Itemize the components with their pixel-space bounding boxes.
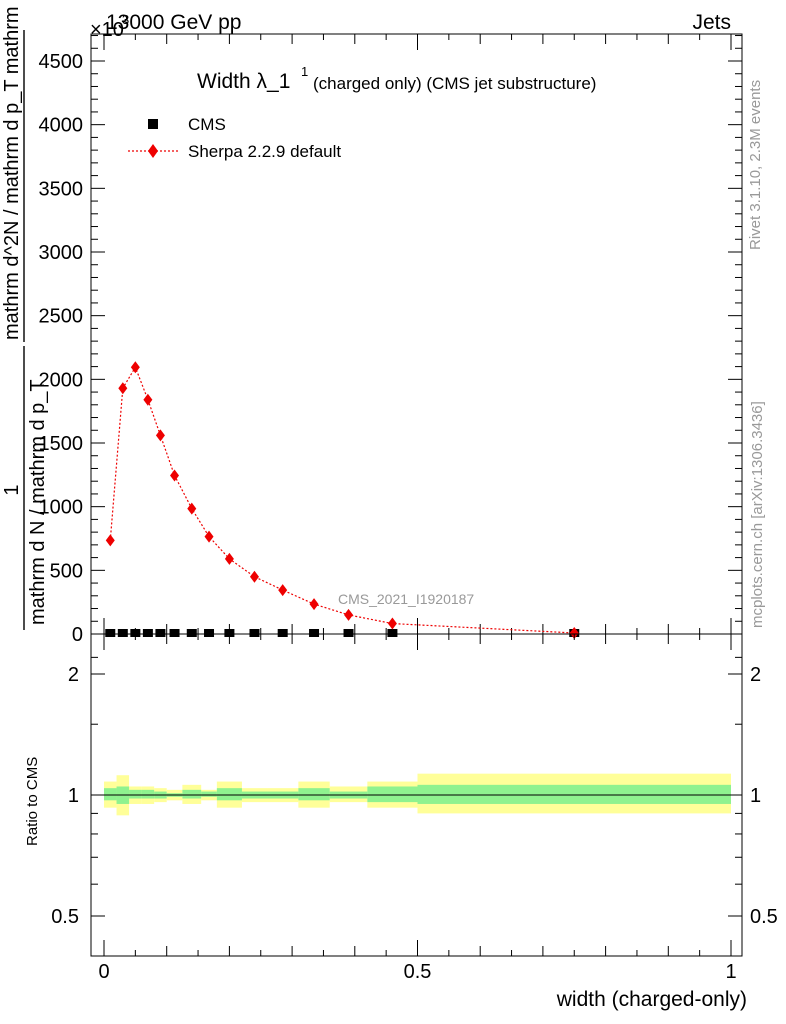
sherpa-data-point [249,570,259,583]
title-suffix: (charged only) (CMS jet substructure) [313,74,596,93]
sherpa-data-point [130,361,140,374]
y-exponent-power: 3 [122,12,129,27]
ylabel-numerator: 1 [1,484,23,495]
main-x-ticks [103,34,732,634]
watermark: CMS_2021_I1920187 [338,591,474,607]
legend-label-sherpa: Sherpa 2.2.9 default [188,142,341,161]
x-tick-label: 0.5 [404,961,432,983]
ratio-inner-band [298,788,330,801]
ylabel-numerator-2: mathrm d^2N / mathrm d p_T mathrm d lamb… [1,0,23,340]
mcplots-label: mcplots.cern.ch [arXiv:1306.3436] [749,401,766,628]
sherpa-data-point [344,608,354,621]
main-series [105,361,580,639]
sherpa-data-point [309,598,319,611]
cms-data-point [186,629,197,637]
legend-marker-sherpa [148,144,158,158]
x-tick-label: 0 [98,961,109,983]
sherpa-data-point [105,534,115,547]
main-y-tick-label: 4000 [39,115,84,137]
sherpa-line [109,365,575,634]
main-y-tick-label: 2500 [39,306,84,328]
sherpa-data-point [170,469,180,482]
legend-marker-cms [148,119,158,129]
rivet-label: Rivet 3.1.10, 2.3M events [747,80,764,250]
main-ylabel: 1 mathrm d N / mathrm d p_T mathrm d^2N … [1,0,49,630]
title-main: Width λ_1 [197,70,290,93]
sherpa-data-point [143,393,153,406]
sherpa-data-point [187,502,197,515]
header-right: Jets [692,11,731,34]
ratio-y-ticks: 0.5 0.5 1 1 2 2 [51,656,778,928]
sherpa-data-point [278,584,288,597]
sherpa-data-point [387,617,397,630]
main-y-tick-label: 3500 [39,178,84,200]
ratio-y-tick-label-right: 2 [750,664,761,686]
ratio-inner-band [182,789,202,799]
main-y-tick-label: 500 [50,560,83,582]
main-y-tick-label: 3000 [39,242,84,264]
ratio-y-tick-label: 1 [68,785,79,807]
ratio-ylabel: Ratio to CMS [24,757,41,846]
cms-data-point [155,629,166,637]
sherpa-data-point [118,382,128,395]
sherpa-data-point [204,530,214,543]
main-y-ticks: 0 500 1000 1500 2000 2500 3000 3500 4000 4500 [39,35,742,646]
ratio-inner-band [141,789,155,799]
main-y-tick-label: 4500 [39,51,84,73]
legend-label-cms: CMS [188,115,226,134]
main-y-tick-label: 1500 [39,433,84,455]
cms-data-point [224,629,235,637]
legend: CMS Sherpa 2.2.9 default [128,115,341,161]
ratio-y-tick-label: 0.5 [51,906,79,928]
ratio-inner-band [201,791,217,797]
x-axis-label: width (charged-only) [556,988,747,1011]
main-y-tick-label: 0 [72,624,83,646]
cms-data-point [142,629,153,637]
y-exponent: ×10 3 [90,12,129,41]
cms-data-point [309,629,320,637]
sherpa-data-point [569,626,579,639]
cms-data-point [343,629,354,637]
cms-data-point [117,629,128,637]
title-sup: 1 [301,64,308,79]
sherpa-data-point [224,552,234,565]
x-tick-label: 1 [725,961,736,983]
ratio-y-tick-label-right: 0.5 [750,906,778,928]
ratio-x-ticks: 0 0.5 1 [98,634,737,983]
ratio-inner-band [367,786,418,803]
ratio-inner-band [216,788,242,801]
ratio-inner-band [417,784,731,804]
ratio-inner-band [129,789,142,799]
cms-data-point [204,629,215,637]
cms-data-point [105,629,116,637]
plot-title: Width λ_1 1 (charged only) (CMS jet subs… [197,64,596,93]
ylabel-denominator: mathrm d N / mathrm d p_T [27,379,49,625]
cms-data-point [277,629,288,637]
cms-data-point [130,629,141,637]
cms-data-point [387,629,398,637]
cms-data-point [169,629,180,637]
cms-data-point [249,629,260,637]
main-y-tick-label: 2000 [39,369,84,391]
ratio-y-tick-label: 2 [68,664,79,686]
header-left: 13000 GeV pp [106,11,241,34]
sherpa-data-point [155,429,165,442]
ratio-inner-band [104,788,117,801]
y-exponent-base: ×10 [90,19,124,41]
main-y-tick-label: 1000 [39,497,84,519]
ratio-y-tick-label-right: 1 [750,785,761,807]
